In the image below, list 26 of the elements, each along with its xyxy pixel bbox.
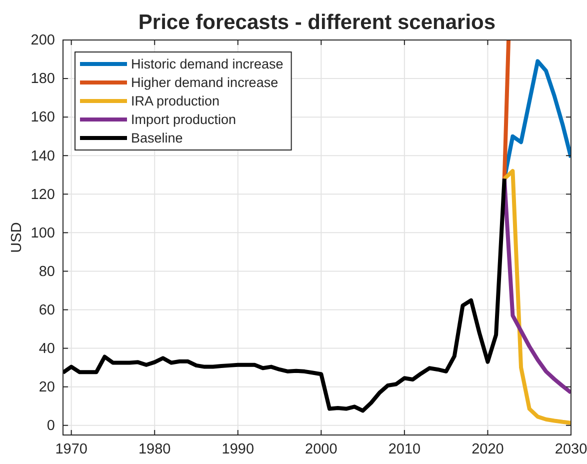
chart-title: Price forecasts - different scenarios [138,11,496,34]
x-tick-label: 1990 [222,441,254,458]
y-tick-label: 60 [38,302,55,318]
legend-label: Import production [131,112,236,128]
y-tick-label: 180 [30,71,55,88]
y-axis-title: USD [9,222,25,253]
x-tick-label: 2010 [388,441,421,458]
x-tick-label: 1980 [138,441,171,458]
y-tick-label: 0 [46,418,55,434]
y-tick-label: 100 [30,225,55,242]
legend-label: Higher demand increase [131,75,278,90]
y-tick-label: 120 [30,186,55,203]
y-tick-label: 140 [30,148,55,164]
y-tick-label: 20 [38,379,55,396]
y-tick-label: 40 [38,340,55,357]
y-tick-label: 80 [38,264,55,280]
x-tick-label: 2030 [554,441,587,458]
x-tick-label: 2000 [305,441,338,458]
x-tick-label: 2020 [472,441,504,458]
legend-label: Historic demand increase [131,56,284,72]
y-tick-label: 200 [30,32,55,49]
legend-label: Baseline [131,130,183,146]
x-tick-label: 1970 [55,441,88,458]
legend-label: IRA production [131,94,220,109]
y-tick-label: 160 [30,110,55,126]
line-series [63,176,506,413]
